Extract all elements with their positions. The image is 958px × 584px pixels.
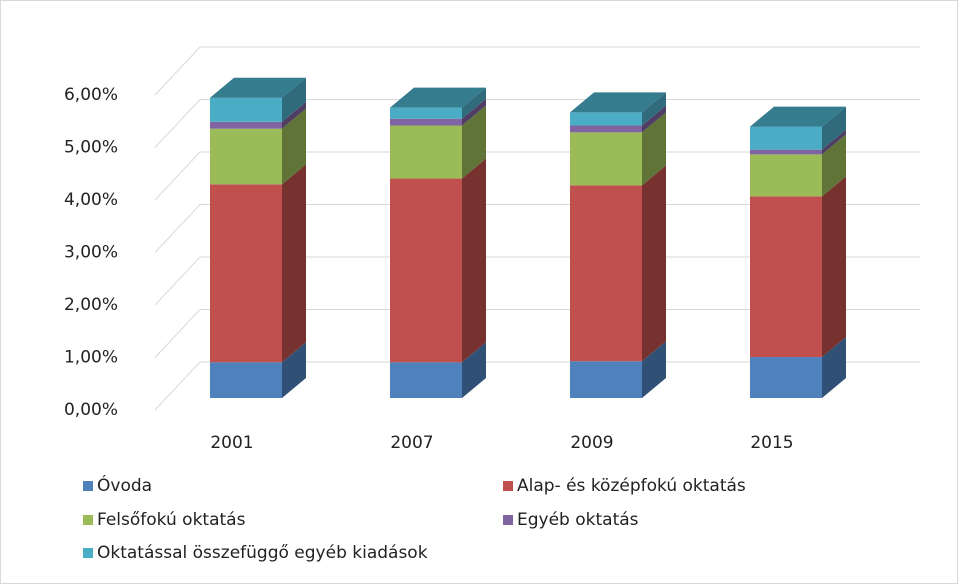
bar-side (642, 341, 666, 398)
y-tick-label: 5,00% (64, 138, 118, 158)
bar-top (210, 77, 306, 98)
legend-swatch (83, 548, 93, 558)
x-tick-label: 2015 (750, 433, 793, 453)
legend-swatch (503, 515, 513, 525)
bar-side (462, 87, 486, 119)
grid-line (154, 151, 920, 201)
bar-segment (750, 196, 822, 358)
bar-top (570, 92, 666, 113)
bar-side (282, 108, 306, 185)
bar-top (750, 106, 846, 127)
bar-segment (210, 97, 282, 122)
bar-segment (210, 128, 282, 185)
bar-side (822, 134, 846, 197)
bar-side (462, 158, 486, 363)
y-tick-label: 1,00% (64, 348, 118, 368)
grid-line (154, 309, 920, 358)
bar-segment (570, 185, 642, 362)
bar-segment (750, 149, 822, 155)
bar-side (282, 101, 306, 129)
legend-swatch (83, 481, 93, 491)
bar-side (642, 92, 666, 126)
bar-segment (210, 362, 282, 398)
bar-segment (750, 154, 822, 197)
bar-segment (570, 112, 642, 126)
x-tick-label: 2009 (570, 433, 613, 453)
legend-swatch (83, 515, 93, 525)
bar-top (390, 87, 486, 108)
bar-segment (390, 118, 462, 126)
x-tick-label: 2007 (390, 433, 433, 453)
bar-segment (570, 132, 642, 186)
bar-segment (390, 178, 462, 363)
bar-side (462, 105, 486, 179)
bar-segment (390, 107, 462, 119)
bar-side (462, 342, 486, 398)
bar-segment (210, 121, 282, 129)
x-tick-label: 2001 (210, 433, 253, 453)
bar-side (282, 164, 306, 363)
bar-side (642, 165, 666, 362)
grid-line (154, 46, 920, 96)
bar-segment (390, 362, 462, 398)
y-tick-label: 3,00% (64, 243, 118, 263)
bar-side (462, 98, 486, 126)
bar-segment (750, 126, 822, 150)
bar-segment (570, 361, 642, 398)
bar-side (822, 176, 846, 358)
legend-label: Felsőfokú oktatás (97, 510, 246, 530)
y-tick-label: 0,00% (64, 400, 118, 420)
legend-label: Egyéb oktatás (517, 510, 639, 530)
grid-line (154, 204, 920, 253)
legend-label: Oktatással összefüggő egyéb kiadások (97, 543, 428, 563)
bar-side (282, 342, 306, 398)
y-tick-label: 6,00% (64, 85, 118, 105)
bar-side (822, 337, 846, 398)
bar-side (822, 106, 846, 150)
bar-side (642, 112, 666, 186)
bar-segment (390, 125, 462, 179)
grid-line (154, 361, 920, 411)
bar-segment (750, 357, 822, 398)
y-tick-label: 4,00% (64, 190, 118, 210)
y-tick-label: 2,00% (64, 295, 118, 315)
bar-side (282, 77, 306, 122)
legend-label: Alap- és középfokú oktatás (517, 476, 746, 496)
bar-segment (210, 184, 282, 363)
legend-swatch (503, 481, 513, 491)
bar-side (822, 129, 846, 155)
legend-label: Óvoda (97, 474, 152, 496)
grid-line (154, 99, 920, 148)
bar-side (642, 105, 666, 133)
bar-segment (570, 125, 642, 133)
grid-line (154, 256, 920, 306)
